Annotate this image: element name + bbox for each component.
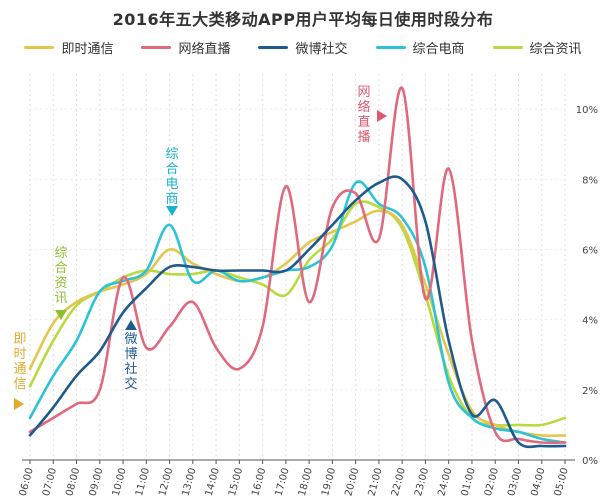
- annotation-weibo-char: 交: [124, 376, 137, 392]
- y-tick-label: 4%: [582, 316, 598, 327]
- annotation-ecommerce-char: 综: [165, 147, 178, 162]
- x-tick-label: 12:00: [157, 467, 175, 498]
- legend-item-news[interactable]: 综合资讯: [492, 38, 582, 57]
- series-line-weibo: [28, 175, 567, 449]
- annotation-news-char: 讯: [54, 291, 67, 306]
- annotation-weibo-char: 社: [124, 361, 137, 377]
- legend-swatch-weibo: [258, 46, 289, 49]
- x-tick-label: 16:00: [250, 467, 268, 498]
- chart-title: 2016年五大类移动APP用户平均每日使用时段分布: [112, 10, 494, 29]
- annotation-ecommerce-char: 商: [165, 192, 178, 207]
- annotation-weibo-char: 微: [124, 332, 137, 347]
- legend-swatch-ecommerce: [375, 46, 406, 49]
- annotation-im-char: 时: [13, 347, 26, 362]
- x-tick-label: 18:00: [297, 467, 315, 498]
- annotation-news-char: 综: [54, 246, 67, 261]
- grid-lines: [29, 74, 566, 460]
- series-line-im: [28, 209, 567, 437]
- x-tick-label: 09:00: [87, 467, 105, 498]
- x-tick-label: 10:00: [111, 467, 129, 498]
- x-tick-label: 07:00: [41, 467, 59, 498]
- y-tick-label: 0%: [582, 456, 598, 467]
- annotation-live-char: 直: [357, 115, 370, 130]
- x-tick-label: 14:00: [204, 467, 222, 498]
- x-tick-label: 06:00: [18, 467, 36, 498]
- y-tick-label: 8%: [582, 175, 598, 186]
- x-tick-label: 19:00: [320, 467, 338, 498]
- annotation-im-char: 通: [13, 362, 26, 377]
- annotation-news-char: 资: [54, 276, 67, 291]
- x-tick-label: 05:00: [553, 467, 571, 498]
- x-tick-label: 17:00: [274, 467, 292, 498]
- legend-label-live: 网络直播: [178, 42, 231, 57]
- annotation-live-char: 网: [357, 85, 370, 100]
- x-tick-label: 23:00: [413, 467, 431, 498]
- series-lines: [28, 86, 567, 449]
- legend-label-weibo: 微博社交: [295, 42, 348, 57]
- x-tick-label: 24:00: [436, 467, 454, 498]
- annotation-live-char: 络: [357, 99, 370, 115]
- legend-item-ecommerce[interactable]: 综合电商: [375, 38, 465, 57]
- annotation-news-arrow-icon: [55, 310, 67, 320]
- legend-swatch-im: [24, 46, 55, 49]
- annotation-im-char: 即: [13, 332, 26, 347]
- x-tick-label: 13:00: [181, 467, 199, 498]
- legend-label-news: 综合资讯: [529, 42, 582, 57]
- annotation-live-char: 播: [357, 130, 370, 145]
- x-tick-label: 03:00: [506, 467, 524, 498]
- legend-label-im: 即时通信: [61, 42, 114, 57]
- x-tick-label: 11:00: [134, 467, 152, 498]
- legend: 即时通信 网络直播 微博社交 综合电商 综合资讯: [0, 38, 606, 57]
- annotation-ecommerce-char: 电: [165, 177, 178, 192]
- annotation-weibo-arrow-icon: [125, 320, 137, 330]
- annotation-im-char: 信: [13, 377, 26, 392]
- y-tick-label: 2%: [582, 386, 598, 397]
- x-tick-label: 08:00: [64, 467, 82, 498]
- x-tick-label: 22:00: [390, 467, 408, 498]
- annotation-live-arrow-icon: [377, 110, 387, 122]
- x-tick-label: 20:00: [343, 467, 361, 498]
- y-tick-label: 10%: [576, 105, 598, 116]
- annotation-ecommerce-char: 合: [165, 162, 178, 177]
- x-tick-label: 15:00: [227, 467, 245, 498]
- y-tick-label: 6%: [582, 245, 598, 256]
- x-tick-label: 01:00: [460, 467, 478, 498]
- legend-item-im[interactable]: 即时通信: [24, 38, 113, 57]
- legend-label-ecommerce: 综合电商: [412, 42, 465, 57]
- legend-item-live[interactable]: 网络直播: [141, 38, 230, 57]
- x-tick-label: 21:00: [367, 467, 385, 498]
- x-tick-label: 04:00: [529, 467, 547, 498]
- legend-swatch-news: [492, 46, 523, 49]
- annotation-news-char: 合: [54, 261, 67, 276]
- annotation-im-arrow-icon: [14, 398, 24, 410]
- legend-swatch-live: [141, 46, 172, 49]
- x-tick-label: 02:00: [483, 467, 501, 498]
- annotation-weibo-char: 博: [124, 347, 137, 362]
- annotation-ecommerce-arrow-icon: [166, 206, 178, 216]
- series-line-live: [28, 86, 567, 445]
- legend-item-weibo[interactable]: 微博社交: [258, 38, 348, 57]
